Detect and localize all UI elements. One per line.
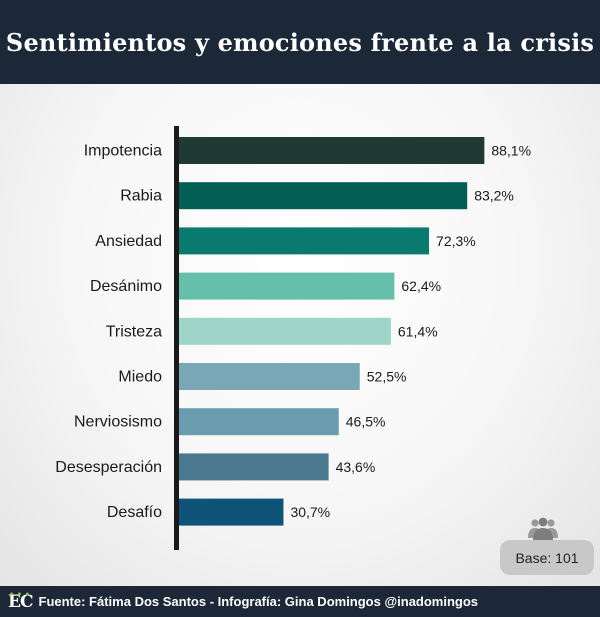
value-label: 83,2%: [474, 188, 514, 204]
value-label: 43,6%: [336, 459, 376, 475]
category-label: Desánimo: [90, 278, 162, 295]
people-icon: [528, 517, 558, 541]
logo-dots: • • •: [9, 588, 30, 599]
chart-title: Sentimientos y emociones frente a la cri…: [5, 27, 595, 57]
value-label: 88,1%: [491, 143, 531, 159]
sample-base-badge: Base: 101: [500, 540, 594, 575]
bar: [176, 227, 430, 255]
bar: [176, 408, 339, 436]
category-label: Impotencia: [84, 143, 162, 160]
bars-layer: Impotencia 88,1% Rabia 83,2% Ansiedad 72,3% De…: [55, 137, 531, 526]
bar: [176, 453, 329, 481]
value-label: 61,4%: [398, 323, 438, 339]
value-label: 46,5%: [346, 414, 386, 430]
source-credit: Fuente: Fátima Dos Santos - Infografía: …: [38, 594, 479, 609]
footer: • • • EC Fuente: Fátima Dos Santos - Inf…: [0, 586, 600, 617]
brand-logo: • • • EC: [8, 588, 33, 612]
category-label: Desesperación: [55, 459, 162, 476]
category-label: Nerviosismo: [74, 414, 162, 431]
header: Sentimientos y emociones frente a la cri…: [0, 0, 600, 84]
value-label: 72,3%: [436, 233, 476, 249]
value-label: 52,5%: [367, 369, 407, 385]
bar: [176, 272, 395, 300]
sample-base-label: Base: 101: [515, 549, 579, 566]
bar: [176, 363, 360, 390]
category-label: Tristeza: [106, 323, 162, 340]
bar-chart: Impotencia 88,1% Rabia 83,2% Ansiedad 72,3% De…: [55, 126, 531, 550]
vertical-axis: [174, 126, 179, 550]
bar: [176, 182, 468, 210]
value-label: 62,4%: [401, 278, 441, 294]
category-label: Rabia: [120, 188, 162, 205]
logo-text: EC: [8, 591, 33, 612]
bar: [176, 498, 284, 526]
category-label: Desafío: [107, 504, 162, 521]
category-label: Miedo: [118, 369, 162, 386]
bar: [176, 317, 391, 345]
value-label: 30,7%: [290, 504, 330, 520]
category-label: Ansiedad: [95, 233, 162, 250]
bar: [176, 137, 485, 164]
